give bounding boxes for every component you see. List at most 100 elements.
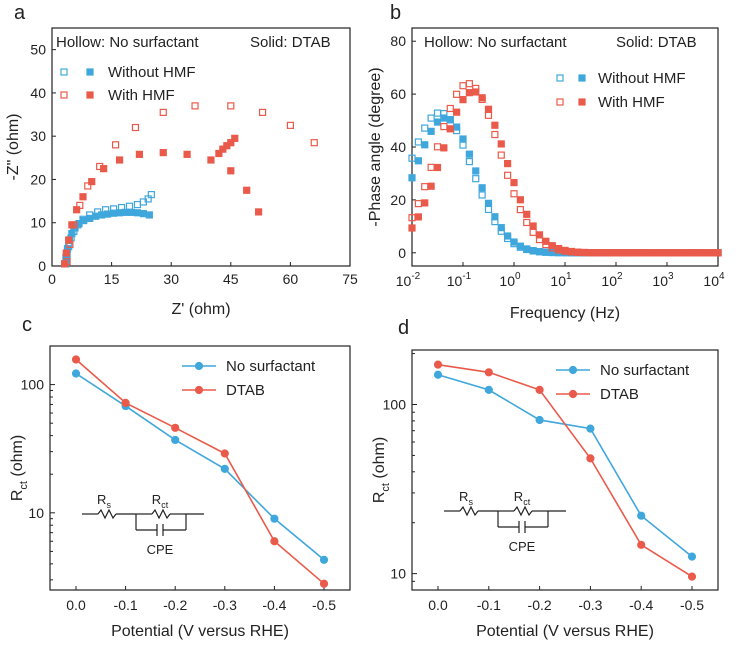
y-tick-label: 60 — [390, 86, 406, 102]
data-point — [145, 211, 153, 219]
data-point — [510, 190, 518, 198]
data-point — [159, 149, 167, 157]
data-point — [446, 116, 454, 124]
legend-marker-hollow — [60, 91, 68, 99]
data-point — [62, 249, 70, 257]
data-point — [92, 212, 100, 220]
data-point — [433, 143, 442, 151]
data-point — [535, 415, 544, 425]
x-tick-exponent: 3 — [668, 271, 674, 282]
plot-frame — [51, 27, 351, 267]
y-axis-title: -Z" (ohm) — [5, 113, 22, 180]
data-point — [465, 80, 473, 88]
y-tick-label: 80 — [390, 33, 406, 49]
data-point — [504, 159, 512, 168]
data-point — [535, 231, 544, 239]
data-point — [427, 127, 435, 135]
data-point — [68, 221, 76, 229]
data-point — [472, 175, 480, 183]
legend-marker-hollow — [60, 68, 68, 76]
x-tick-label: -0.4 — [262, 597, 286, 613]
data-point — [71, 369, 81, 378]
data-point — [427, 163, 435, 171]
data-point — [191, 102, 199, 110]
data-point — [484, 105, 493, 113]
x-tick-label: 103 — [652, 271, 674, 289]
data-point — [61, 260, 69, 268]
data-point — [79, 193, 87, 201]
y-tick-label: 0 — [398, 245, 406, 261]
x-tick-label: 100 — [499, 271, 521, 289]
data-point — [408, 224, 416, 232]
legend-marker — [568, 389, 578, 399]
data-point — [586, 454, 595, 463]
x-tick-label: -0.2 — [163, 597, 187, 613]
y-tick-label: 0 — [38, 258, 46, 274]
data-point — [427, 182, 435, 190]
data-point — [516, 196, 524, 204]
x-tick-label: 15 — [104, 271, 120, 287]
x-tick-label: 10-1 — [447, 271, 472, 289]
data-point — [465, 158, 473, 166]
data-point — [270, 537, 279, 546]
data-point — [637, 511, 646, 520]
legend-label: Without HMF — [598, 70, 686, 87]
data-point — [618, 249, 626, 257]
x-tick-label: 0.0 — [428, 597, 448, 613]
data-point — [510, 179, 518, 187]
x-axis-title: Potential (V versus RHE) — [111, 623, 289, 640]
data-point — [504, 171, 512, 179]
x-tick-base: 10 — [447, 273, 463, 289]
x-tick-exponent: 2 — [617, 271, 623, 282]
data-point — [115, 209, 124, 217]
x-tick-label: 104 — [703, 271, 725, 289]
data-point — [491, 121, 499, 129]
data-point — [701, 249, 709, 257]
x-tick-exponent: 4 — [719, 271, 725, 282]
data-point — [414, 200, 422, 208]
data-point — [433, 163, 442, 172]
data-point — [427, 114, 435, 122]
y-axis-title-unit: (ohm) — [9, 435, 26, 481]
circuit-label-sub: s — [106, 500, 111, 510]
data-point — [421, 141, 429, 149]
data-point — [215, 149, 223, 158]
annotation-solid-b: Solid: DTAB — [616, 34, 697, 51]
y-axis-title-sub: ct — [380, 483, 392, 492]
data-point — [497, 224, 505, 232]
data-point — [453, 90, 461, 98]
data-point — [131, 123, 140, 132]
x-tick-label: -0.1 — [477, 597, 501, 613]
data-point — [65, 236, 73, 244]
data-point — [220, 464, 229, 474]
data-point — [714, 249, 722, 257]
legend-marker-hollow — [556, 98, 564, 106]
data-point — [529, 247, 537, 255]
data-point — [86, 214, 94, 222]
data-point — [687, 552, 697, 561]
data-point — [255, 208, 263, 216]
x-tick-base: 10 — [396, 273, 412, 289]
data-point — [84, 182, 92, 190]
resistor-rs-icon — [459, 505, 479, 517]
data-point — [408, 174, 416, 182]
data-point — [319, 555, 329, 564]
data-point — [497, 151, 505, 159]
legend-marker-hollow — [556, 74, 564, 82]
legend-marker-solid — [578, 74, 586, 82]
data-point — [682, 249, 690, 257]
data-point — [159, 108, 167, 116]
y-axis-title-unit: (ohm) — [371, 437, 388, 483]
data-point — [586, 424, 595, 433]
data-point — [73, 206, 81, 214]
data-point — [625, 249, 633, 257]
data-point — [139, 210, 147, 218]
plot-frame — [411, 27, 719, 267]
annotation-hollow-a: Hollow: No surfactant — [56, 34, 199, 51]
panel-label-d: d — [398, 317, 409, 339]
x-tick-label: 75 — [342, 271, 358, 287]
data-point — [459, 96, 467, 104]
resistor-rct-icon — [513, 505, 533, 517]
data-point — [421, 199, 429, 207]
data-point — [523, 245, 531, 253]
